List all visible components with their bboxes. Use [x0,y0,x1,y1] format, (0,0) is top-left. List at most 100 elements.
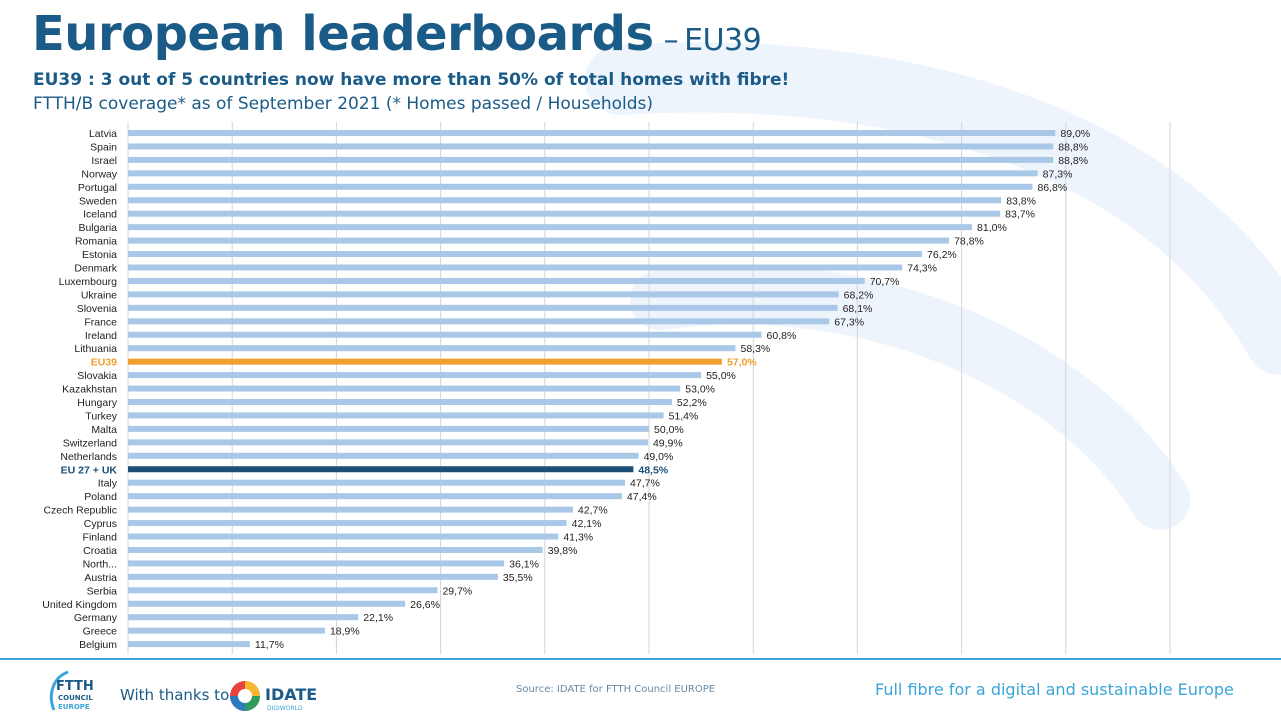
bar [128,331,762,338]
category-label: Slovenia [77,303,117,315]
value-label: 53,0% [685,384,715,396]
bar [128,560,505,567]
value-label: 36,1% [509,558,539,570]
bar [128,439,648,446]
category-label: Ireland [85,330,117,342]
coverage-bar-chart: Latvia 89,0% Spain 88,8% Israel 88,8% Norway 87… [42,122,1171,655]
category-label: Finland [83,532,118,544]
value-label: 35,5% [503,572,533,584]
value-label: 67,3% [834,316,864,328]
category-label: Latvia [89,128,117,140]
value-label: 42,1% [572,518,602,530]
category-label: Kazakhstan [62,384,117,396]
value-label: 68,2% [844,289,874,301]
bar [128,546,543,553]
ftth-logo-europe: EUROPE [58,703,90,711]
value-label: 87,3% [1043,168,1073,180]
category-label: Austria [84,572,117,584]
category-label: United Kingdom [42,599,117,611]
category-label: Iceland [83,209,117,221]
value-label: 22,1% [363,612,393,624]
bar [128,197,1002,204]
idate-logo-sub: DIGIWORLD [267,705,303,712]
category-label: Greece [83,626,118,638]
bar [128,277,865,284]
idate-logo: IDATE DIGIWORLD [230,681,317,712]
category-label: Romania [75,236,117,248]
bar [128,425,649,432]
bar [128,479,626,486]
value-label: 47,7% [630,478,660,490]
category-label: France [84,316,117,328]
title-main: European leaderboards [32,6,654,62]
category-label: Lithuania [74,343,117,355]
value-label: 81,0% [977,222,1007,234]
value-label: 49,9% [653,437,683,449]
value-label: 86,8% [1037,182,1067,194]
footer-tagline: Full fibre for a digital and sustainable… [875,680,1234,699]
category-label: Norway [81,168,117,180]
page-title: European leaderboards – EU39 [32,6,762,62]
category-label: Estonia [82,249,117,261]
value-label: 57,0% [727,357,757,369]
category-label: Italy [98,478,118,490]
bar [128,614,359,621]
value-label: 52,2% [677,397,707,409]
subtitle-description: FTTH/B coverage* as of September 2021 (*… [33,94,654,114]
category-label: Sweden [79,195,117,207]
value-label: 88,8% [1058,155,1088,167]
title-suffix: EU39 [684,23,762,58]
title-dash: – [663,23,679,58]
bar [128,641,250,648]
bar [128,170,1038,177]
category-label: Slovakia [77,370,117,382]
value-label: 70,7% [870,276,900,288]
bar [128,573,498,580]
category-label: EU 27 + UK [61,464,118,476]
value-label: 58,3% [740,343,770,355]
category-label: Germany [74,612,118,624]
value-label: 83,8% [1006,195,1036,207]
category-label: Spain [90,141,117,153]
thanks-text: With thanks to [120,686,230,704]
bar [128,251,923,258]
category-label: Croatia [83,545,117,557]
bar [128,264,903,271]
bar [128,412,664,419]
bar [128,520,567,527]
ftth-logo-council: COUNCIL [58,694,93,702]
value-label: 50,0% [654,424,684,436]
value-label: 29,7% [442,585,472,597]
bar [128,372,702,379]
value-label: 49,0% [644,451,674,463]
bar [128,533,559,540]
idate-logo-text: IDATE [265,685,317,704]
bar [128,318,830,325]
footer-divider [0,658,1281,660]
bar [128,224,973,231]
bar [128,183,1033,190]
bar [128,587,438,594]
bar [128,600,406,607]
value-label: 60,8% [767,330,797,342]
bar [128,156,1054,163]
category-label: Turkey [85,410,117,422]
value-label: 55,0% [706,370,736,382]
category-label: Portugal [78,182,117,194]
value-label: 68,1% [843,303,873,315]
category-label: Netherlands [60,451,117,463]
value-label: 83,7% [1005,209,1035,221]
value-label: 18,9% [330,626,360,638]
category-label: North... [83,558,117,570]
bar [128,493,622,500]
category-label: Czech Republic [43,505,117,517]
value-label: 26,6% [410,599,440,611]
value-label: 78,8% [954,236,984,248]
category-label: Hungary [77,397,117,409]
category-label: Belgium [79,639,117,651]
value-label: 47,4% [627,491,657,503]
ftth-council-logo: FTTH COUNCIL EUROPE [49,670,94,711]
bar [128,399,672,405]
ftth-logo-text: FTTH [56,679,94,694]
bar [128,237,950,244]
